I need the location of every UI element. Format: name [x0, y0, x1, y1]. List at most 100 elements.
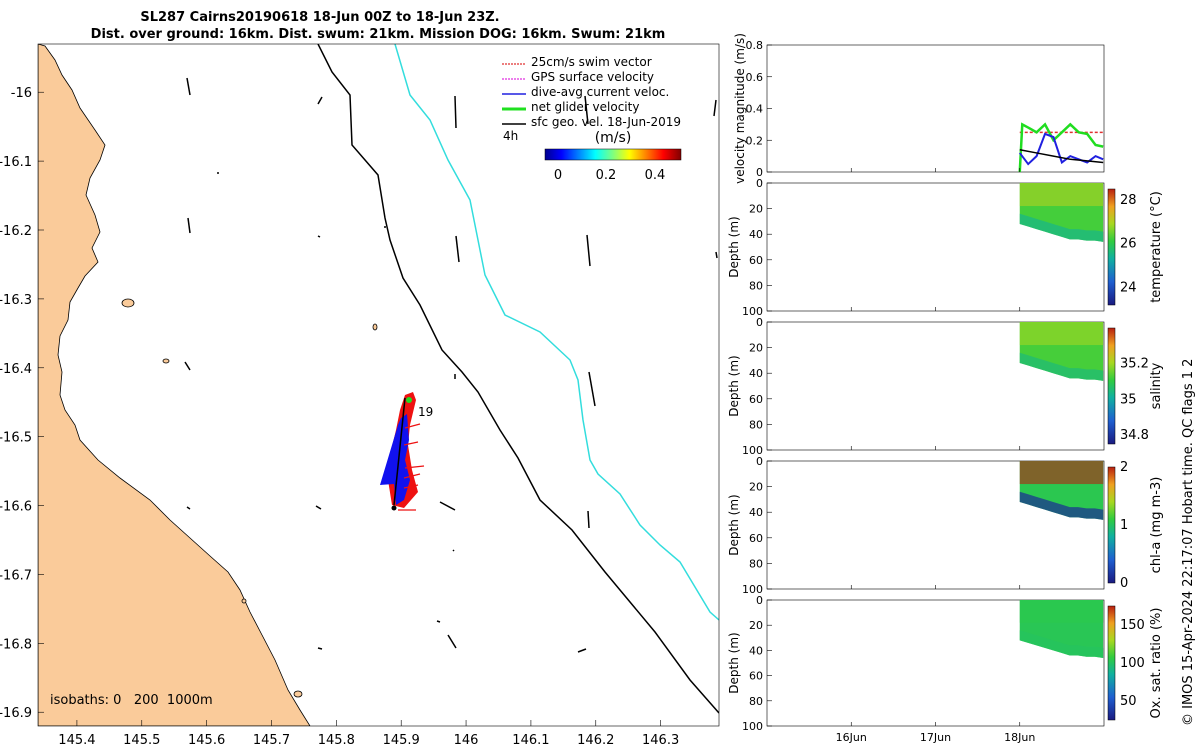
- swim-vectors: [398, 423, 425, 511]
- y-tick-label: 40: [749, 644, 763, 657]
- y-tick-label: 0.6: [746, 71, 764, 84]
- y-tick-label: 0: [756, 166, 763, 179]
- island: [121, 298, 135, 308]
- series-line-dive-avg-current: [1018, 132, 1104, 166]
- y-tick-label: 100: [742, 720, 763, 733]
- colorbar-label: Ox. sat. ratio (%): [1149, 608, 1164, 719]
- islands: [121, 298, 378, 698]
- colorbar: [1107, 188, 1116, 306]
- colorbar-tick-label: 2: [1120, 460, 1128, 475]
- colorbar-tick-label: 0.4: [645, 168, 666, 183]
- swim-vector: [404, 423, 421, 429]
- x-tick-label: 145.9: [383, 733, 420, 748]
- y-tick-label: 80: [749, 279, 763, 292]
- swim-vector: [403, 441, 419, 446]
- y-axis-label: Depth (m): [727, 632, 741, 693]
- profile-layer-top: [1019, 183, 1104, 207]
- y-tick-label: 60: [749, 254, 763, 267]
- x-tick-label: 145.4: [58, 733, 95, 748]
- x-tick-label: 146.2: [577, 733, 614, 748]
- y-axis-label: Depth (m): [727, 216, 741, 277]
- velocity-arrow: [586, 234, 591, 267]
- y-tick-label: 0: [756, 594, 763, 607]
- y-tick-label: -16.3: [0, 293, 32, 308]
- colorbar-tick-label: 26: [1120, 237, 1137, 252]
- glider-track-current: [380, 414, 410, 505]
- y-tick-label: 20: [749, 481, 763, 494]
- x-tick-label: 16Jun: [836, 731, 867, 744]
- map-x-ticks: 145.4 145.5 145.6 145.7 145.8 145.9 146 146.1 14…: [58, 720, 679, 748]
- swim-vector: [404, 465, 425, 469]
- heatmap-panel: 0 20 40 60 80 100 Depth (m) 24 26 28 temperature (…: [727, 177, 1164, 318]
- y-tick-label: -16.9: [0, 706, 32, 721]
- map-panel: 19 145.4 145.5 145.6 145.7 145.8 145.9 146 146.…: [0, 43, 720, 748]
- isobath-1000m: [394, 44, 719, 621]
- island: [372, 323, 378, 331]
- y-tick-label: 40: [749, 506, 763, 519]
- velocity-arrow: [455, 235, 460, 263]
- colorbar-unit: (m/s): [595, 130, 632, 146]
- colorbar-tick-label: 0.2: [596, 168, 617, 183]
- map-legend: 25cm/s swim vector GPS surface velocity …: [502, 55, 682, 183]
- velocity-arrow: [588, 371, 596, 407]
- y-tick-label: 100: [742, 444, 763, 457]
- isobaths-label: isobaths: 0 200 1000m: [50, 693, 213, 708]
- y-tick-label: 100: [742, 305, 763, 318]
- chart-title-line2: Dist. over ground: 16km. Dist. swum: 21k…: [91, 27, 666, 42]
- legend-label-swim: 25cm/s swim vector: [531, 55, 652, 69]
- chart-title-line1: SL287 Cairns20190618 18-Jun 00Z to 18-Ju…: [140, 10, 499, 25]
- colorbar: [1107, 327, 1116, 445]
- x-tick-label: 145.6: [188, 733, 225, 748]
- series-line-sfc-geo: [1019, 149, 1104, 164]
- colorbar-tick-label: 34.8: [1120, 428, 1149, 443]
- velocity-arrow: [186, 506, 191, 510]
- x-tick-label: 145.5: [123, 733, 160, 748]
- swim-vector: [403, 484, 419, 489]
- coastline-land: [38, 44, 311, 726]
- y-tick-label: 80: [749, 418, 763, 431]
- x-tick-label: 145.8: [318, 733, 355, 748]
- velocity-arrow: [447, 634, 457, 649]
- y-tick-label: -16.1: [0, 155, 32, 170]
- velocity-arrow: [439, 501, 456, 511]
- x-tick-label: 146.1: [512, 733, 549, 748]
- y-tick-label: 80: [749, 557, 763, 570]
- x-tick-label: 145.7: [253, 733, 290, 748]
- track-end-label: 19: [418, 405, 433, 419]
- x-tick-label: 146.3: [642, 733, 679, 748]
- y-tick-label: 40: [749, 228, 763, 241]
- y-tick-label: 60: [749, 393, 763, 406]
- profile-layer-bottom: [1019, 352, 1104, 381]
- velocity-arrow: [713, 99, 717, 117]
- y-tick-label: 20: [749, 619, 763, 632]
- y-tick-label: 60: [749, 532, 763, 545]
- y-tick-label: 100: [742, 583, 763, 596]
- velocity-arrow: [452, 549, 455, 552]
- y-tick-label: 20: [749, 203, 763, 216]
- y-tick-label: -16.5: [0, 431, 32, 446]
- x-tick-label: 18Jun: [1004, 731, 1035, 744]
- x-tick-label: 17Jun: [920, 731, 951, 744]
- y-axis-label: Depth (m): [727, 355, 741, 416]
- profile-layer-top: [1019, 600, 1104, 623]
- colorbar-tick-label: 35: [1120, 392, 1137, 407]
- legend-label-gps: GPS surface velocity: [531, 70, 654, 84]
- glider-track-net: [393, 397, 406, 506]
- heatmap-panel: 0 20 40 60 80 100 Depth (m) 34.8 35 35.2 salinity: [727, 316, 1164, 457]
- y-tick-label: 80: [749, 695, 763, 708]
- series-line-net-glider: [1018, 122, 1104, 173]
- velocity-arrow: [317, 96, 323, 105]
- colorbar-label: temperature (°C): [1149, 191, 1164, 303]
- legend-time-label: 4h: [503, 129, 518, 143]
- y-tick-label: 0.8: [746, 39, 764, 52]
- velocity-arrow: [454, 95, 457, 129]
- isobath-200m: [317, 44, 719, 714]
- speed-colorbar: [544, 148, 682, 161]
- x-tick-label: 146: [454, 733, 479, 748]
- credit-footer: © IMOS 15-Apr-2024 22:17:07 Hobart time.…: [1181, 359, 1196, 726]
- legend-label-current: dive-avg current veloc.: [531, 85, 669, 99]
- profile-layer-top: [1019, 461, 1104, 485]
- y-axis-label: velocity magnitude (m/s): [733, 33, 747, 184]
- y-tick-label: 0.2: [746, 134, 764, 147]
